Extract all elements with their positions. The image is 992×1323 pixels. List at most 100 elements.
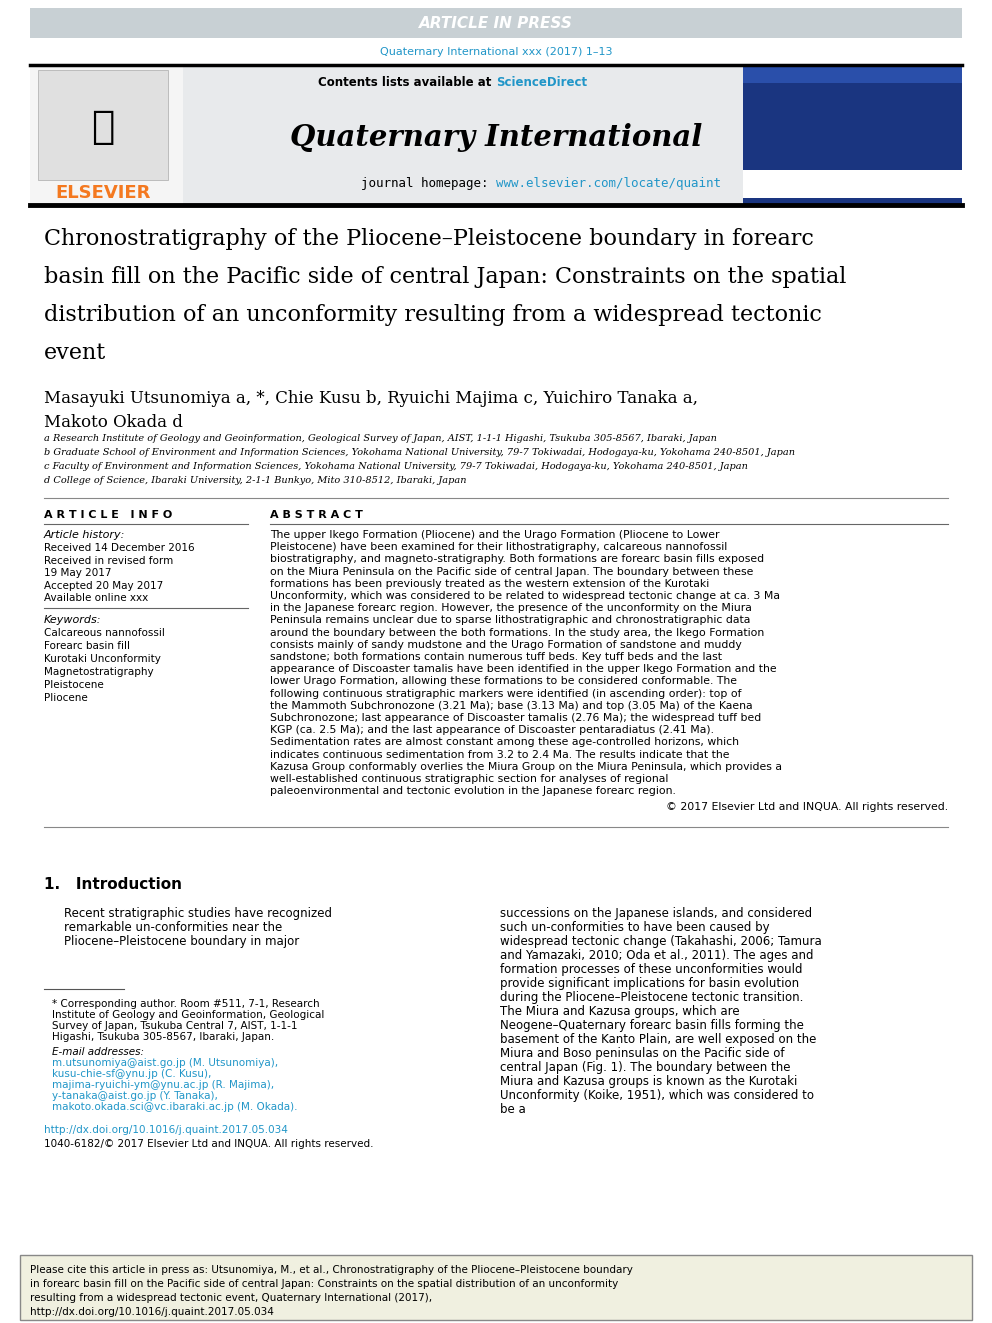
Text: d College of Science, Ibaraki University, 2-1-1 Bunkyo, Mito 310-8512, Ibaraki, : d College of Science, Ibaraki University… bbox=[44, 476, 466, 486]
Text: basement of the Kanto Plain, are well exposed on the: basement of the Kanto Plain, are well ex… bbox=[500, 1033, 816, 1046]
Text: during the Pliocene–Pleistocene tectonic transition.: during the Pliocene–Pleistocene tectonic… bbox=[500, 991, 804, 1004]
Text: Higashi, Tsukuba 305-8567, Ibaraki, Japan.: Higashi, Tsukuba 305-8567, Ibaraki, Japa… bbox=[52, 1032, 274, 1043]
Text: a Research Institute of Geology and Geoinformation, Geological Survey of Japan, : a Research Institute of Geology and Geoi… bbox=[44, 434, 717, 443]
Bar bbox=[30, 65, 183, 205]
Text: Miura and Kazusa groups is known as the Kurotaki: Miura and Kazusa groups is known as the … bbox=[500, 1076, 798, 1089]
Text: www.elsevier.com/locate/quaint: www.elsevier.com/locate/quaint bbox=[496, 176, 721, 189]
Text: Quaternary International: Quaternary International bbox=[290, 123, 702, 152]
Text: The upper Ikego Formation (Pliocene) and the Urago Formation (Pliocene to Lower: The upper Ikego Formation (Pliocene) and… bbox=[270, 531, 719, 540]
Text: remarkable un-conformities near the: remarkable un-conformities near the bbox=[64, 921, 283, 934]
Text: on the Miura Peninsula on the Pacific side of central Japan. The boundary betwee: on the Miura Peninsula on the Pacific si… bbox=[270, 566, 753, 577]
Text: appearance of Discoaster tamalis have been identified in the upper Ikego Formati: appearance of Discoaster tamalis have be… bbox=[270, 664, 777, 675]
Text: Pliocene–Pleistocene boundary in major: Pliocene–Pleistocene boundary in major bbox=[64, 935, 300, 949]
Text: Please cite this article in press as: Utsunomiya, M., et al., Chronostratigraphy: Please cite this article in press as: Ut… bbox=[30, 1265, 633, 1275]
Text: Masayuki Utsunomiya a, *, Chie Kusu b, Ryuichi Majima c, Yuichiro Tanaka a,: Masayuki Utsunomiya a, *, Chie Kusu b, R… bbox=[44, 390, 698, 407]
Text: paleoenvironmental and tectonic evolution in the Japanese forearc region.: paleoenvironmental and tectonic evolutio… bbox=[270, 786, 676, 796]
Text: provide significant implications for basin evolution: provide significant implications for bas… bbox=[500, 978, 800, 991]
Text: formations has been previously treated as the western extension of the Kurotaki: formations has been previously treated a… bbox=[270, 578, 709, 589]
Text: m.utsunomiya@aist.go.jp (M. Utsunomiya),: m.utsunomiya@aist.go.jp (M. Utsunomiya), bbox=[52, 1058, 278, 1069]
Text: Quaternary International xxx (2017) 1–13: Quaternary International xxx (2017) 1–13 bbox=[380, 48, 612, 57]
Text: 1.   Introduction: 1. Introduction bbox=[44, 877, 182, 893]
Text: resulting from a widespread tectonic event, Quaternary International (2017),: resulting from a widespread tectonic eve… bbox=[30, 1293, 433, 1303]
Text: distribution of an unconformity resulting from a widespread tectonic: distribution of an unconformity resultin… bbox=[44, 304, 822, 325]
Text: be a: be a bbox=[500, 1103, 526, 1117]
Text: biostratigraphy, and magneto-stratigraphy. Both formations are forearc basin fil: biostratigraphy, and magneto-stratigraph… bbox=[270, 554, 764, 565]
Text: 🌳: 🌳 bbox=[91, 108, 115, 146]
Text: http://dx.doi.org/10.1016/j.quaint.2017.05.034: http://dx.doi.org/10.1016/j.quaint.2017.… bbox=[44, 1126, 288, 1135]
Text: E-mail addresses:: E-mail addresses: bbox=[52, 1048, 147, 1057]
Bar bbox=[30, 8, 962, 38]
Text: Received in revised form: Received in revised form bbox=[44, 556, 174, 566]
Text: following continuous stratigraphic markers were identified (in ascending order):: following continuous stratigraphic marke… bbox=[270, 688, 741, 699]
Text: central Japan (Fig. 1). The boundary between the: central Japan (Fig. 1). The boundary bet… bbox=[500, 1061, 791, 1074]
Text: Calcareous nannofossil: Calcareous nannofossil bbox=[44, 628, 165, 638]
Text: Pleistocene: Pleistocene bbox=[44, 680, 104, 691]
Text: Makoto Okada d: Makoto Okada d bbox=[44, 414, 183, 431]
Text: y-tanaka@aist.go.jp (Y. Tanaka),: y-tanaka@aist.go.jp (Y. Tanaka), bbox=[52, 1091, 218, 1102]
Text: basin fill on the Pacific side of central Japan: Constraints on the spatial: basin fill on the Pacific side of centra… bbox=[44, 266, 846, 288]
Text: Keywords:: Keywords: bbox=[44, 615, 101, 624]
Text: sandstone; both formations contain numerous tuff beds. Key tuff beds and the las: sandstone; both formations contain numer… bbox=[270, 652, 722, 662]
Text: © 2017 Elsevier Ltd and INQUA. All rights reserved.: © 2017 Elsevier Ltd and INQUA. All right… bbox=[666, 803, 948, 812]
Text: formation processes of these unconformities would: formation processes of these unconformit… bbox=[500, 963, 803, 976]
Text: ScienceDirect: ScienceDirect bbox=[496, 77, 587, 90]
Text: Chronostratigraphy of the Pliocene–Pleistocene boundary in forearc: Chronostratigraphy of the Pliocene–Pleis… bbox=[44, 228, 813, 250]
Text: Received 14 December 2016: Received 14 December 2016 bbox=[44, 542, 194, 553]
Text: kusu-chie-sf@ynu.jp (C. Kusu),: kusu-chie-sf@ynu.jp (C. Kusu), bbox=[52, 1069, 211, 1080]
Text: Peninsula remains unclear due to sparse lithostratigraphic and chronostratigraph: Peninsula remains unclear due to sparse … bbox=[270, 615, 750, 626]
Text: event: event bbox=[44, 343, 106, 364]
Text: b Graduate School of Environment and Information Sciences, Yokohama National Uni: b Graduate School of Environment and Inf… bbox=[44, 448, 795, 456]
Text: Kurotaki Unconformity: Kurotaki Unconformity bbox=[44, 654, 161, 664]
Text: such un-conformities to have been caused by: such un-conformities to have been caused… bbox=[500, 921, 770, 934]
Text: in the Japanese forearc region. However, the presence of the unconformity on the: in the Japanese forearc region. However,… bbox=[270, 603, 752, 613]
Text: and Yamazaki, 2010; Oda et al., 2011). The ages and: and Yamazaki, 2010; Oda et al., 2011). T… bbox=[500, 950, 813, 962]
Text: Contents lists available at: Contents lists available at bbox=[318, 77, 496, 90]
Text: c Faculty of Environment and Information Sciences, Yokohama National University,: c Faculty of Environment and Information… bbox=[44, 462, 748, 471]
Text: Sedimentation rates are almost constant among these age-controlled horizons, whi: Sedimentation rates are almost constant … bbox=[270, 737, 739, 747]
Bar bbox=[20, 1256, 972, 1320]
Text: ARTICLE IN PRESS: ARTICLE IN PRESS bbox=[419, 16, 573, 30]
Text: Survey of Japan, Tsukuba Central 7, AIST, 1-1-1: Survey of Japan, Tsukuba Central 7, AIST… bbox=[52, 1021, 298, 1032]
Text: Pleistocene) have been examined for their lithostratigraphy, calcareous nannofos: Pleistocene) have been examined for thei… bbox=[270, 542, 727, 552]
Text: majima-ryuichi-ym@ynu.ac.jp (R. Majima),: majima-ryuichi-ym@ynu.ac.jp (R. Majima), bbox=[52, 1081, 274, 1090]
Text: 19 May 2017: 19 May 2017 bbox=[44, 568, 111, 578]
Text: indicates continuous sedimentation from 3.2 to 2.4 Ma. The results indicate that: indicates continuous sedimentation from … bbox=[270, 750, 729, 759]
Text: in forearc basin fill on the Pacific side of central Japan: Constraints on the s: in forearc basin fill on the Pacific sid… bbox=[30, 1279, 618, 1289]
Text: widespread tectonic change (Takahashi, 2006; Tamura: widespread tectonic change (Takahashi, 2… bbox=[500, 935, 821, 949]
Text: KGP (ca. 2.5 Ma); and the last appearance of Discoaster pentaradiatus (2.41 Ma).: KGP (ca. 2.5 Ma); and the last appearanc… bbox=[270, 725, 714, 736]
Bar bbox=[38, 70, 168, 180]
Text: journal homepage:: journal homepage: bbox=[361, 176, 496, 189]
Text: Article history:: Article history: bbox=[44, 531, 125, 540]
Text: Pliocene: Pliocene bbox=[44, 693, 87, 703]
Text: well-established continuous stratigraphic section for analyses of regional: well-established continuous stratigraphi… bbox=[270, 774, 669, 785]
Bar bbox=[183, 65, 743, 205]
Text: Recent stratigraphic studies have recognized: Recent stratigraphic studies have recogn… bbox=[64, 908, 332, 921]
Text: the Mammoth Subchronozone (3.21 Ma); base (3.13 Ma) and top (3.05 Ma) of the Kae: the Mammoth Subchronozone (3.21 Ma); bas… bbox=[270, 701, 753, 710]
Text: * Corresponding author. Room #511, 7-1, Research: * Corresponding author. Room #511, 7-1, … bbox=[52, 999, 319, 1009]
Text: consists mainly of sandy mudstone and the Urago Formation of sandstone and muddy: consists mainly of sandy mudstone and th… bbox=[270, 640, 742, 650]
Text: Miura and Boso peninsulas on the Pacific side of: Miura and Boso peninsulas on the Pacific… bbox=[500, 1048, 785, 1061]
Text: successions on the Japanese islands, and considered: successions on the Japanese islands, and… bbox=[500, 908, 812, 921]
Text: Accepted 20 May 2017: Accepted 20 May 2017 bbox=[44, 581, 164, 591]
Text: Magnetostratigraphy: Magnetostratigraphy bbox=[44, 667, 154, 677]
Text: A R T I C L E   I N F O: A R T I C L E I N F O bbox=[44, 509, 173, 520]
Text: Neogene–Quaternary forearc basin fills forming the: Neogene–Quaternary forearc basin fills f… bbox=[500, 1020, 804, 1032]
Bar bbox=[743, 65, 962, 205]
Bar bbox=[743, 169, 962, 198]
Text: around the boundary between the both formations. In the study area, the Ikego Fo: around the boundary between the both for… bbox=[270, 627, 764, 638]
Text: http://dx.doi.org/10.1016/j.quaint.2017.05.034: http://dx.doi.org/10.1016/j.quaint.2017.… bbox=[30, 1307, 274, 1316]
Text: A B S T R A C T: A B S T R A C T bbox=[270, 509, 363, 520]
Text: Unconformity (Koike, 1951), which was considered to: Unconformity (Koike, 1951), which was co… bbox=[500, 1089, 814, 1102]
Text: 1040-6182/© 2017 Elsevier Ltd and INQUA. All rights reserved.: 1040-6182/© 2017 Elsevier Ltd and INQUA.… bbox=[44, 1139, 374, 1150]
Text: lower Urago Formation, allowing these formations to be considered conformable. T: lower Urago Formation, allowing these fo… bbox=[270, 676, 737, 687]
Text: Unconformity, which was considered to be related to widespread tectonic change a: Unconformity, which was considered to be… bbox=[270, 591, 780, 601]
Text: Kazusa Group conformably overlies the Miura Group on the Miura Peninsula, which : Kazusa Group conformably overlies the Mi… bbox=[270, 762, 782, 771]
Text: Subchronozone; last appearance of Discoaster tamalis (2.76 Ma); the widespread t: Subchronozone; last appearance of Discoa… bbox=[270, 713, 761, 722]
Bar bbox=[743, 65, 962, 83]
Text: The Miura and Kazusa groups, which are: The Miura and Kazusa groups, which are bbox=[500, 1005, 740, 1019]
Text: Available online xxx: Available online xxx bbox=[44, 593, 148, 603]
Text: Institute of Geology and Geoinformation, Geological: Institute of Geology and Geoinformation,… bbox=[52, 1011, 324, 1020]
Text: makoto.okada.sci@vc.ibaraki.ac.jp (M. Okada).: makoto.okada.sci@vc.ibaraki.ac.jp (M. Ok… bbox=[52, 1102, 298, 1113]
Text: ELSEVIER: ELSEVIER bbox=[56, 184, 151, 202]
Text: Forearc basin fill: Forearc basin fill bbox=[44, 642, 130, 651]
